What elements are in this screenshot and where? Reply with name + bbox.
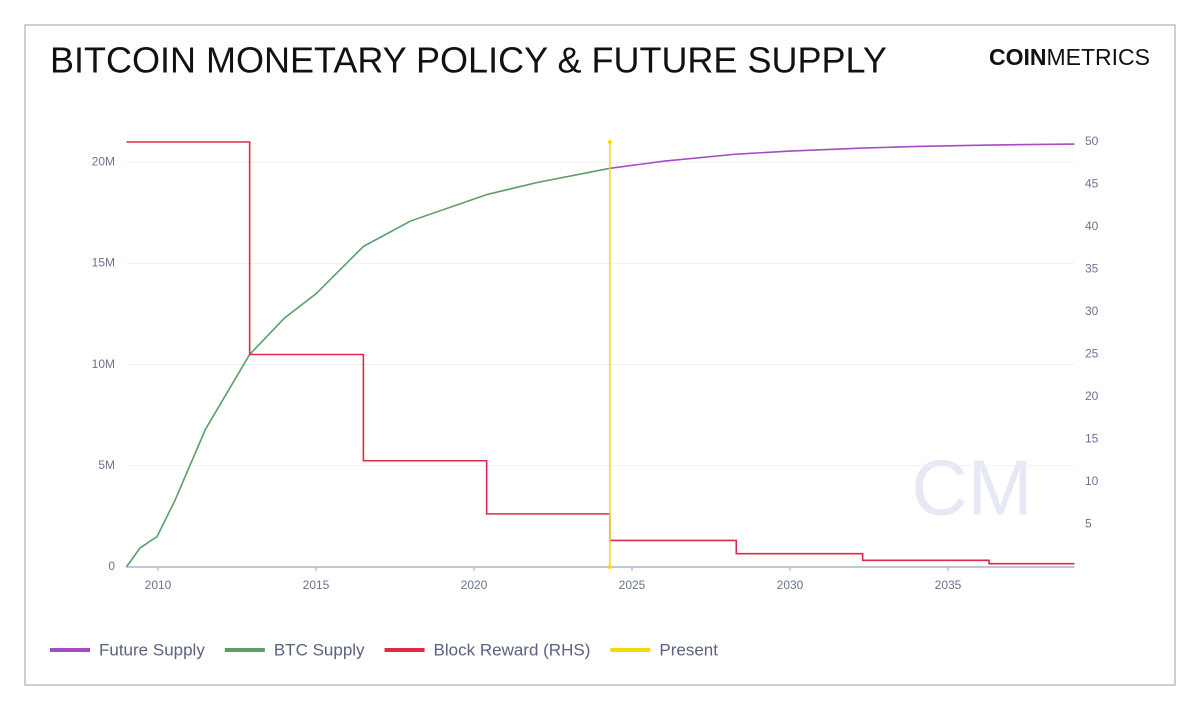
y2-tick-label: 40 <box>1085 219 1099 233</box>
y2-tick-label: 15 <box>1085 432 1099 446</box>
legend-label: Present <box>659 640 718 659</box>
chart-title: BITCOIN MONETARY POLICY & FUTURE SUPPLY <box>50 40 887 81</box>
legend-label: BTC Supply <box>274 640 365 659</box>
series-line <box>609 143 1075 170</box>
y-tick-label: 5M <box>98 458 115 472</box>
legend-label: Block Reward (RHS) <box>434 640 591 659</box>
brand-bold: COIN <box>989 44 1047 70</box>
brand: COINMETRICS <box>989 44 1150 70</box>
y2-tick-label: 5 <box>1085 517 1092 531</box>
y-tick-label: 10M <box>92 357 115 371</box>
y2-tick-label: 45 <box>1085 177 1099 191</box>
present-end <box>607 140 612 144</box>
brand-light: METRICS <box>1047 44 1151 70</box>
y2-tick-label: 35 <box>1085 262 1099 276</box>
legend-label: Future Supply <box>99 640 205 659</box>
frame <box>24 24 1176 686</box>
x-tick-label: 2025 <box>619 578 646 592</box>
x-tick-label: 2020 <box>461 578 488 592</box>
x-tick-label: 2015 <box>303 578 330 592</box>
present-end <box>607 565 612 569</box>
y2-tick-label: 50 <box>1085 134 1099 148</box>
y2-tick-label: 20 <box>1085 389 1099 403</box>
y2-tick-label: 10 <box>1085 474 1099 488</box>
y2-tick-label: 30 <box>1085 304 1099 318</box>
x-tick-label: 2035 <box>935 578 962 592</box>
y-tick-label: 20M <box>92 154 115 168</box>
y-tick-label: 0 <box>108 559 115 573</box>
y-tick-label: 15M <box>92 256 115 270</box>
watermark: CM <box>911 444 1032 532</box>
series-line <box>125 167 611 568</box>
y2-tick-label: 25 <box>1085 347 1099 361</box>
x-tick-label: 2030 <box>777 578 804 592</box>
x-tick-label: 2010 <box>145 578 172 592</box>
